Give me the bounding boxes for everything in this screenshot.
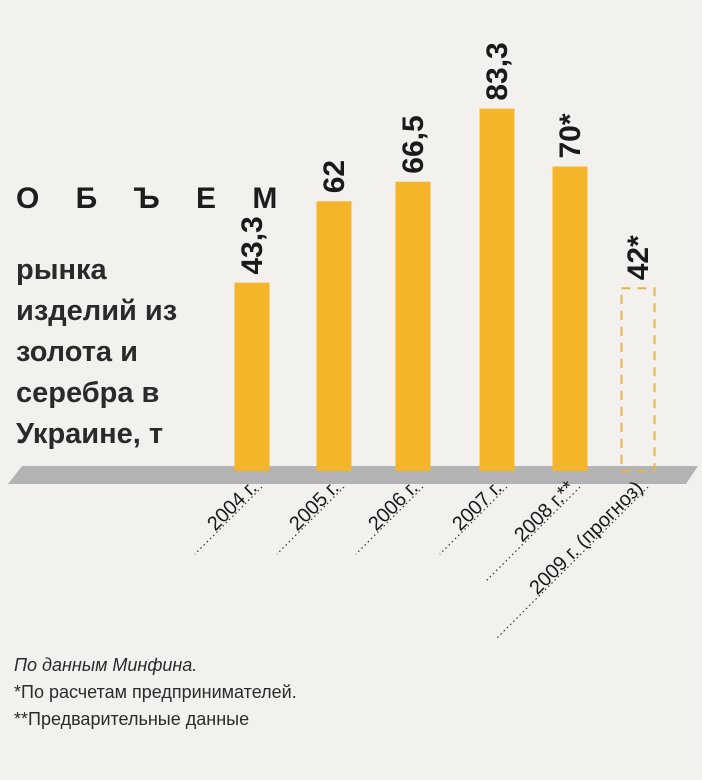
- category-leaders: [194, 486, 649, 640]
- bar-4: [479, 108, 515, 472]
- footnote-estimate: *По расчетам предпринимателей.: [14, 682, 297, 702]
- subtitle-line-2: изделий из: [16, 295, 178, 327]
- category-label-6: 2009 г. (прогноз): [525, 477, 647, 599]
- category-label-1: 2004 г.: [203, 477, 261, 535]
- chart-subtitle: рынка изделий из золота и серебра в Укра…: [16, 250, 177, 455]
- bar-2: [316, 201, 352, 472]
- subtitle-line-1: рынка: [16, 254, 107, 286]
- notes: По данным Минфина. *По расчетам предприн…: [14, 652, 297, 733]
- bar-1: [234, 282, 270, 471]
- value-label-6: 42*: [622, 235, 655, 280]
- bar-3: [395, 181, 431, 471]
- value-label-1: 43,3: [236, 216, 269, 274]
- chart-title: О Б Ъ Е М: [16, 182, 292, 215]
- value-label-5: 70*: [554, 113, 587, 158]
- bar-6: [620, 287, 656, 472]
- bars: [234, 108, 656, 472]
- subtitle-line-5: Украине, т: [16, 418, 164, 450]
- category-label-2: 2005 г.: [285, 477, 343, 535]
- category-label-4: 2007 г.: [448, 477, 506, 535]
- category-labels: 2004 г. 2005 г. 2006 г. 2007 г. 2008 г.**200…: [203, 477, 647, 599]
- value-label-3: 66,5: [397, 115, 430, 173]
- value-label-4: 83,3: [481, 42, 514, 100]
- category-label-5: 2008 г.**: [510, 477, 579, 546]
- footnote-preliminary: **Предварительные данные: [14, 709, 250, 729]
- subtitle-line-3: золота и: [16, 336, 138, 368]
- value-labels: 43,3 62 66,5 83,3 70* 42*: [236, 42, 655, 280]
- value-label-2: 62: [318, 160, 351, 193]
- category-label-3: 2006 г.: [364, 477, 422, 535]
- leader-5: [484, 486, 581, 583]
- source-note: По данным Минфина.: [14, 655, 198, 675]
- bar-5: [552, 166, 588, 471]
- baseline-shelf: [8, 466, 698, 484]
- subtitle-line-4: серебра в: [16, 377, 160, 409]
